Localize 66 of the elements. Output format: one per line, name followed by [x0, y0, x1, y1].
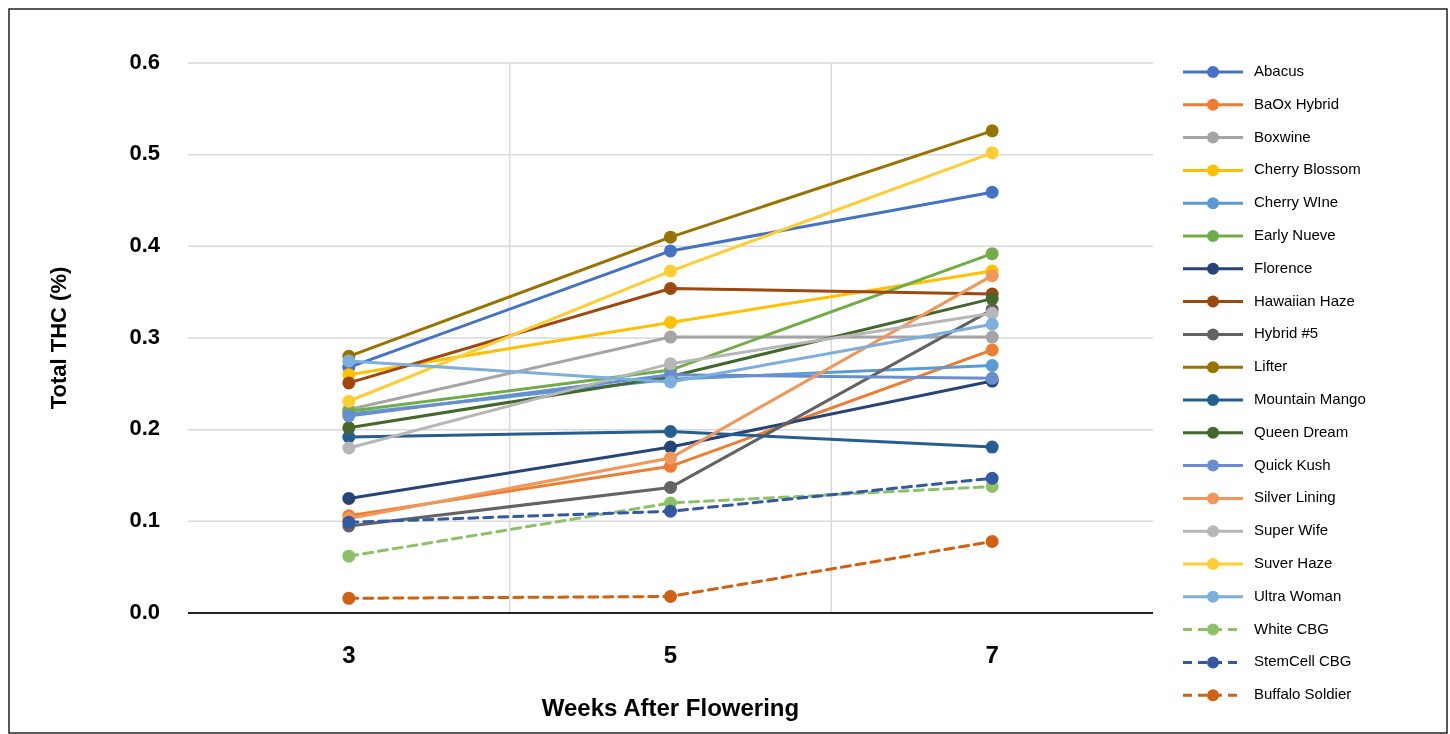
point	[985, 247, 999, 261]
legend-label: Super Wife	[1254, 521, 1329, 539]
y-tick-label: 0.1	[129, 507, 160, 533]
point	[342, 394, 356, 408]
legend-label: Florence	[1254, 258, 1313, 276]
point	[985, 535, 999, 548]
point	[985, 146, 999, 160]
legend-label: White CBG	[1254, 619, 1330, 637]
x-tick-label: 7	[985, 641, 999, 668]
y-tick-label: 0.2	[129, 415, 160, 441]
point	[985, 185, 999, 199]
point	[664, 440, 677, 454]
legend-label: Silver Lining	[1254, 488, 1336, 506]
point	[985, 343, 999, 357]
point	[342, 376, 356, 390]
point	[342, 441, 356, 455]
point	[342, 549, 356, 563]
point	[664, 504, 677, 518]
point	[664, 244, 677, 258]
legend-label: Mountain Mango	[1254, 389, 1366, 407]
y-tick-label: 0.4	[129, 232, 161, 258]
point	[664, 425, 677, 438]
legend-label: Hawaiian Haze	[1254, 291, 1355, 309]
point	[985, 440, 999, 454]
legend-label: Early Nueve	[1254, 225, 1336, 243]
legend-label: Boxwine	[1254, 127, 1311, 145]
y-tick-label: 0.3	[129, 323, 160, 349]
y-tick-label: 0.5	[129, 140, 160, 166]
point	[664, 230, 677, 244]
point	[985, 292, 999, 306]
point	[664, 282, 677, 295]
point	[664, 264, 677, 278]
point	[664, 590, 677, 603]
legend-label: Ultra Woman	[1254, 586, 1342, 604]
y-axis-title: Total THC (%)	[46, 266, 71, 410]
point	[664, 451, 677, 465]
legend-label: Hybrid #5	[1254, 324, 1319, 342]
point	[342, 421, 356, 435]
point	[664, 330, 677, 344]
legend-label: Cherry Blossom	[1254, 160, 1361, 178]
point	[342, 591, 356, 605]
x-tick-label: 5	[663, 641, 678, 668]
point	[664, 357, 677, 371]
point	[985, 330, 999, 344]
point	[985, 471, 999, 485]
point	[985, 317, 999, 331]
point	[985, 269, 999, 283]
point	[664, 480, 677, 494]
x-tick-label: 3	[342, 641, 356, 668]
legend-label: BaOx Hybrid	[1254, 94, 1340, 112]
legend-label: Abacus	[1254, 61, 1305, 79]
legend-label: Suver Haze	[1254, 553, 1333, 571]
legend-label: Lifter	[1254, 357, 1288, 375]
legend-label: Quick Kush	[1254, 455, 1331, 473]
point	[985, 124, 999, 138]
point	[342, 491, 356, 505]
legend-label: Buffalo Soldier	[1254, 685, 1352, 703]
legend-label: Queen Dream	[1254, 422, 1349, 440]
point	[664, 315, 677, 329]
point	[342, 354, 356, 368]
x-axis-title: Weeks After Flowering	[541, 694, 800, 721]
y-tick-label: 0.6	[129, 48, 160, 74]
legend-label: StemCell CBG	[1254, 652, 1352, 670]
y-tick-label: 0.0	[129, 598, 160, 624]
point	[985, 359, 999, 372]
legend-label: Cherry WIne	[1254, 193, 1339, 211]
